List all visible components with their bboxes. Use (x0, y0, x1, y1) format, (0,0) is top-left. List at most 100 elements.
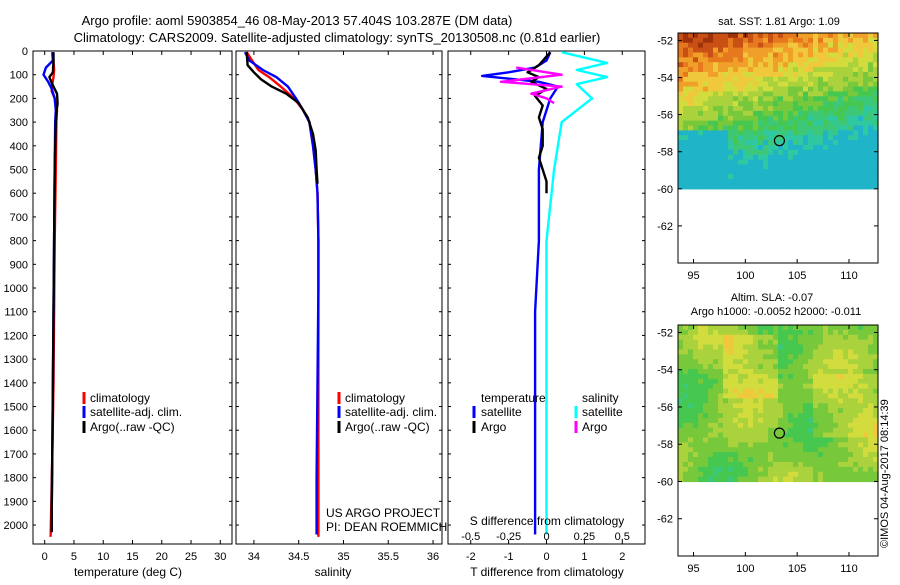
map-cell (848, 67, 854, 73)
map-cell (828, 33, 834, 39)
map-cell (818, 447, 824, 453)
map-cell (813, 159, 819, 166)
map-cell (803, 86, 809, 93)
map-cell (678, 388, 684, 395)
x-tick-label: 30 (214, 551, 226, 563)
map-cell (748, 169, 754, 175)
map-cell (733, 378, 739, 385)
map-cell (798, 42, 804, 49)
map-cell (813, 120, 819, 127)
map-cell (763, 33, 769, 39)
map-cell (718, 452, 724, 458)
map-cell (823, 457, 829, 463)
map-y-tick-label: -52 (657, 327, 673, 339)
map-cell (733, 135, 739, 141)
map-cell (818, 169, 824, 175)
map-cell (853, 437, 859, 443)
map-cell (813, 388, 819, 395)
map-cell (818, 57, 824, 63)
map-cell (683, 67, 689, 73)
map-cell (753, 106, 759, 112)
map-cell (803, 71, 809, 78)
map-cell (768, 359, 774, 365)
map-cell (858, 344, 864, 351)
map-cell (828, 115, 834, 122)
map-cell (758, 120, 764, 127)
map-cell (693, 442, 699, 448)
map-cell (773, 91, 779, 97)
map-cell (858, 135, 864, 141)
map-cell (753, 349, 759, 355)
map-cell (843, 364, 849, 370)
map-cell (788, 154, 794, 161)
map-cell (768, 144, 774, 151)
map-cell (803, 408, 809, 414)
map-cell (708, 174, 714, 180)
map-cell (768, 329, 774, 336)
map-cell (783, 344, 789, 351)
map-cell (768, 179, 774, 185)
map-cell (793, 164, 799, 170)
map-cell (813, 115, 819, 122)
map-cell (838, 115, 844, 122)
map-cell (728, 76, 734, 83)
map-cell (758, 437, 764, 443)
map-cell (743, 47, 749, 54)
map-cell (873, 364, 879, 370)
map-cell (718, 159, 724, 166)
map-cell (868, 67, 874, 73)
map-cell (863, 106, 869, 112)
map-cell (753, 52, 759, 58)
map-cell (803, 81, 809, 88)
map-cell (813, 349, 819, 355)
map-cell (678, 91, 684, 97)
map-cell (688, 47, 694, 54)
map-cell (853, 364, 859, 370)
map-cell (778, 179, 784, 185)
map-cell (778, 334, 784, 341)
map-cell (768, 403, 774, 409)
map-cell (843, 383, 849, 390)
map-cell (803, 42, 809, 49)
map-cell (843, 169, 849, 175)
map-cell (733, 344, 739, 351)
map-cell (723, 120, 729, 127)
map-cell (738, 130, 744, 136)
map-cell (738, 329, 744, 336)
map-cell (738, 164, 744, 170)
map-cell (683, 383, 689, 390)
map-cell (703, 325, 709, 331)
map-y-tick-label: -60 (657, 476, 673, 488)
map-cell (853, 378, 859, 385)
map-cell (728, 432, 734, 439)
map-cell (718, 183, 724, 190)
map-cell (793, 76, 799, 83)
map-cell (748, 101, 754, 107)
map-cell (818, 359, 824, 365)
map-cell (753, 62, 759, 68)
map-cell (823, 413, 829, 419)
map-cell (868, 432, 874, 439)
map-cell (748, 154, 754, 161)
map-cell (758, 452, 764, 458)
map-cell (838, 37, 844, 44)
map-cell (763, 408, 769, 414)
map-cell (678, 101, 684, 107)
map-cell (723, 62, 729, 68)
map-cell (713, 67, 719, 73)
map-cell (738, 388, 744, 395)
map-cell (768, 183, 774, 190)
map-cell (803, 120, 809, 127)
map-cell (793, 476, 799, 483)
map-cell (688, 417, 694, 424)
map-cell (853, 174, 859, 180)
map-cell (708, 354, 714, 360)
map-cell (743, 408, 749, 414)
map-cell (683, 393, 689, 399)
map-cell (838, 149, 844, 156)
map-cell (723, 67, 729, 73)
sla-map-subtitle: Argo h1000: -0.0052 h2000: -0.011 (691, 306, 861, 318)
map-cell (873, 47, 879, 54)
map-cell (783, 62, 789, 68)
